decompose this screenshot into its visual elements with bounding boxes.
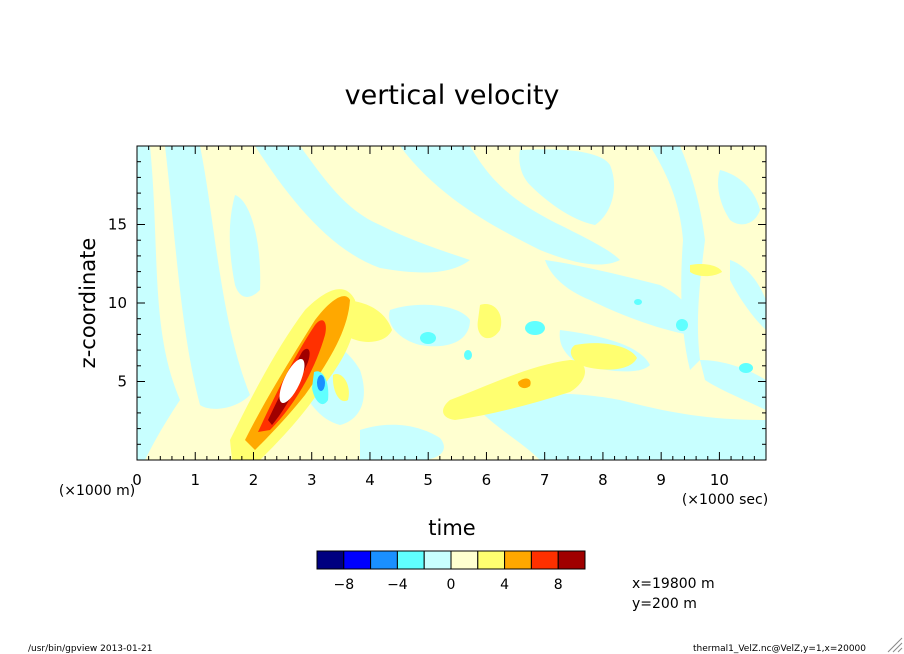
heatmap-field [137,146,766,460]
colorbar-tick-label: −8 [333,577,354,593]
chart-title: vertical velocity [345,80,560,111]
footer-left: /usr/bin/gpview 2013-01-21 [28,644,152,654]
colorbar-swatch [343,550,372,570]
x-axis-unit: (×1000 sec) [682,492,768,508]
y-tick-label: 5 [117,373,127,391]
x-tick-label: 10 [710,471,729,489]
x-tick-label: 1 [190,471,200,489]
colorbar-swatch [477,550,506,570]
y-axis-unit: (×1000 m) [59,483,135,499]
annotation-y: y=200 m [632,596,697,612]
x-tick-label: 2 [249,471,259,489]
colorbar-tick-label: 0 [447,577,456,593]
colorbar-tick-label: −4 [387,577,408,593]
colorbar-swatch [504,550,532,570]
colorbar-tick-label: 4 [500,577,509,593]
axes: 0 1 2 3 4 5 6 7 8 9 10 5 10 15 [108,145,767,489]
x-tick-label: 9 [656,471,666,489]
x-tick-label: 8 [598,471,608,489]
colorbar-swatch [557,550,586,570]
colorbar: −8 −4 0 4 8 [316,550,586,593]
y-axis-label: z-coordinate [76,238,100,369]
colorbar-swatch [370,550,398,570]
x-tick-label: 5 [423,471,433,489]
annotation-x: x=19800 m [632,576,715,592]
x-axis-label: time [428,516,475,540]
colorbar-swatch [423,550,452,570]
colorbar-swatch [396,550,425,570]
y-tick-label: 10 [108,294,127,312]
x-tick-label: 7 [540,471,550,489]
x-tick-label: 0 [132,471,142,489]
colorbar-tick-label: 8 [554,577,563,593]
colorbar-swatch [450,550,479,570]
footer-right: thermal1_VelZ.nc@VelZ,y=1,x=20000 [693,644,866,654]
x-tick-label: 4 [365,471,375,489]
colorbar-swatch [316,550,345,570]
x-tick-label: 6 [482,471,492,489]
colorbar-swatch [530,550,559,570]
x-tick-label: 3 [307,471,317,489]
y-tick-label: 15 [108,216,127,234]
resize-grip-icon[interactable] [887,637,903,653]
